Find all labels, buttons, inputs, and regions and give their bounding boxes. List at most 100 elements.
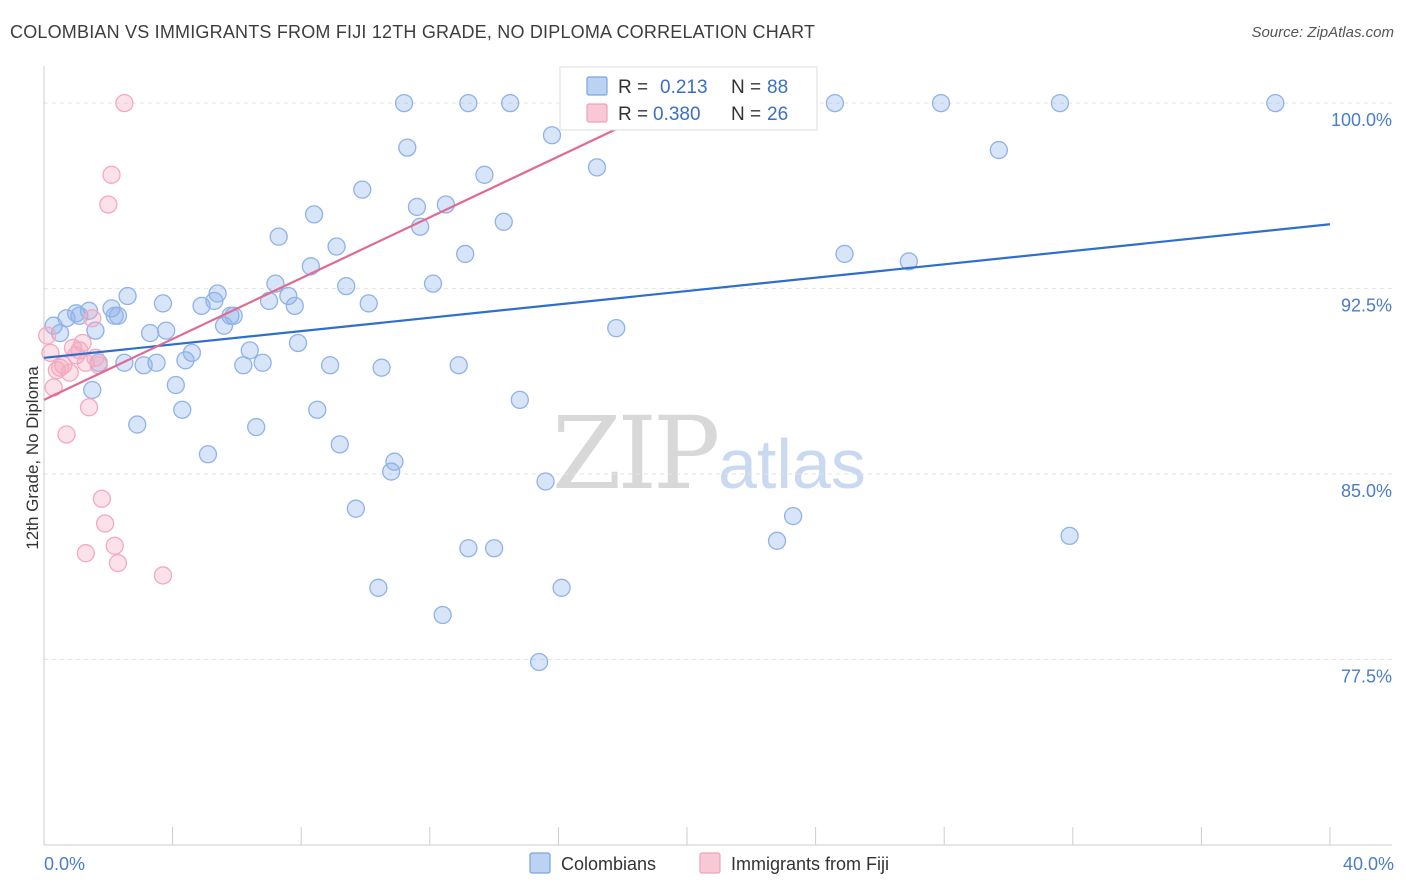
watermark-zip: ZIP — [552, 395, 717, 512]
point-colombians — [501, 93, 520, 113]
point-colombians — [247, 417, 266, 437]
point-colombians — [767, 531, 787, 550]
point-colombians — [182, 343, 202, 363]
legend: R = 0.213 N = 88 R = 0.380 N = 26 — [559, 66, 818, 131]
point-colombians — [459, 539, 478, 558]
point-colombians — [394, 93, 414, 113]
point-fiji — [50, 358, 70, 377]
point-colombians — [510, 390, 529, 410]
point-colombians — [346, 499, 366, 518]
point-colombians — [382, 462, 401, 481]
point-colombians — [552, 578, 571, 597]
trend-line-fiji — [43, 94, 688, 401]
y-tick-label: 77.5% — [1341, 667, 1392, 687]
point-colombians — [288, 333, 308, 353]
point-colombians — [1050, 93, 1070, 113]
point-colombians — [128, 415, 147, 434]
point-colombians — [157, 321, 176, 340]
data-points — [38, 93, 1285, 672]
x-tick-label-min: 0.0% — [44, 854, 85, 874]
point-colombians — [140, 323, 160, 343]
point-colombians — [353, 180, 372, 199]
bottom-legend-label-colombians: Colombians — [561, 854, 656, 874]
legend-n-label-1: N = — [731, 77, 761, 98]
point-fiji — [79, 398, 99, 417]
bottom-legend-swatch-colombians — [529, 852, 551, 874]
y-axis-title: 12th Grade, No Diploma — [23, 366, 42, 550]
chart-title: COLOMBIAN VS IMMIGRANTS FROM FIJI 12TH G… — [10, 22, 816, 42]
point-colombians — [835, 244, 854, 264]
point-colombians — [484, 539, 504, 558]
watermark-atlas: atlas — [718, 425, 866, 503]
point-colombians — [459, 93, 478, 113]
point-colombians — [108, 306, 128, 325]
point-colombians — [240, 341, 259, 360]
point-fiji — [115, 93, 134, 113]
trend-line-colombians — [43, 223, 1331, 359]
point-colombians — [320, 356, 340, 375]
point-colombians — [989, 140, 1009, 160]
point-colombians — [494, 212, 513, 231]
point-colombians — [783, 506, 803, 526]
point-colombians — [398, 138, 417, 157]
point-colombians — [118, 286, 137, 306]
point-colombians — [253, 353, 272, 372]
point-colombians — [308, 400, 327, 419]
point-colombians — [423, 274, 443, 293]
point-colombians — [153, 294, 173, 313]
point-fiji — [99, 195, 118, 214]
point-fiji — [105, 536, 124, 555]
point-colombians — [173, 400, 192, 419]
point-colombians — [269, 227, 288, 246]
point-colombians — [433, 605, 452, 625]
y-tick-label: 85.0% — [1341, 481, 1392, 501]
point-fiji — [76, 544, 95, 563]
grid-lines — [44, 102, 1392, 661]
y-tick-label: 92.5% — [1341, 296, 1392, 316]
bottom-legend-swatch-fiji — [699, 852, 721, 874]
point-fiji — [102, 165, 121, 184]
legend-n-label-2: N = — [731, 104, 761, 125]
point-colombians — [456, 244, 475, 264]
point-fiji — [60, 363, 79, 382]
point-colombians — [214, 316, 234, 335]
point-colombians — [475, 165, 494, 184]
point-fiji — [92, 489, 112, 508]
legend-swatch-fiji — [586, 103, 608, 123]
point-colombians — [825, 93, 845, 113]
bottom-legend: Colombians Immigrants from Fiji — [529, 852, 889, 874]
point-fiji — [153, 566, 173, 585]
point-fiji — [38, 326, 57, 345]
point-colombians — [385, 452, 404, 471]
point-colombians — [259, 291, 279, 311]
point-colombians — [407, 197, 427, 217]
axes: 77.5% 85.0% 92.5% 100.0% — [43, 66, 1392, 846]
point-colombians — [449, 356, 468, 375]
point-fiji — [57, 425, 76, 444]
point-colombians — [304, 205, 324, 224]
point-colombians — [327, 237, 346, 256]
point-colombians — [931, 93, 951, 113]
point-fiji — [108, 553, 128, 573]
legend-r-label-1: R = — [618, 77, 648, 98]
point-colombians — [359, 294, 378, 313]
point-colombians — [208, 284, 227, 303]
bottom-legend-label-fiji: Immigrants from Fiji — [731, 854, 889, 874]
trend-lines — [43, 94, 1331, 401]
point-colombians — [536, 472, 555, 491]
point-colombians — [330, 435, 349, 454]
point-colombians — [176, 351, 195, 370]
point-colombians — [285, 296, 304, 316]
source-label: Source: ZipAtlas.com — [1251, 24, 1394, 41]
legend-n-value-2: 26 — [767, 104, 788, 125]
point-colombians — [1060, 526, 1079, 546]
legend-r-value-1: 0.213 — [660, 77, 708, 98]
point-fiji — [95, 514, 115, 533]
point-colombians — [279, 286, 298, 306]
y-tick-label: 100.0% — [1331, 110, 1392, 130]
point-colombians — [83, 380, 102, 400]
point-colombians — [587, 158, 607, 177]
point-colombians — [607, 318, 626, 338]
legend-r-value-2: 0.380 — [653, 104, 701, 125]
